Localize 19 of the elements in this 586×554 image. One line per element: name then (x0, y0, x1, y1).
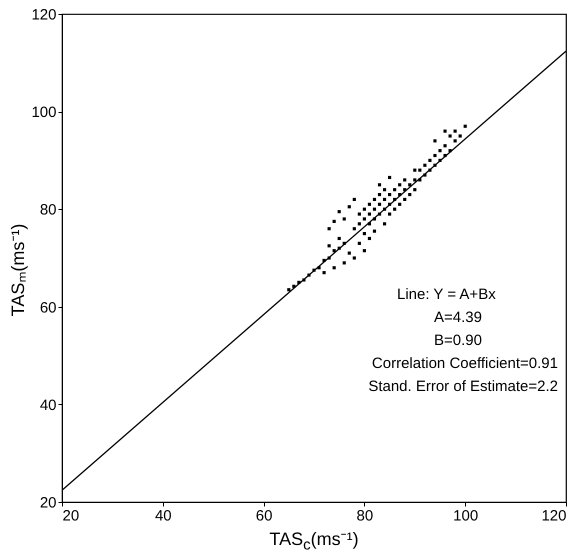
y-tick-label: 40 (40, 396, 56, 414)
y-tick-label: 100 (31, 104, 56, 122)
x-tick-label: 100 (453, 508, 478, 524)
annotation: Correlation Coefficient=0.91 (372, 355, 558, 372)
x-tick-label: 20 (62, 508, 80, 524)
annotation: A=4.39 (434, 309, 482, 326)
x-axis-title: TAS$_{c}$(ms⁻¹) (268, 528, 360, 554)
y-tick-label: 20 (40, 494, 56, 512)
annotation: B=0.90 (434, 332, 482, 349)
annotation: Line: Y = A+Bx (397, 286, 496, 303)
x-tick-label: 40 (154, 508, 172, 524)
annotation: Stand. Error of Estimate=2.2 (368, 378, 558, 395)
x-tick-label: 60 (256, 508, 272, 524)
y-axis-title: TASₘ(ms⁻¹) (7, 222, 29, 318)
y-tick-label: 80 (40, 202, 56, 219)
x-tick-label: 80 (356, 508, 374, 524)
y-tick-label: 120 (31, 6, 56, 24)
y-tick-label: 60 (40, 299, 56, 316)
x-tick-label: 120 (541, 508, 566, 524)
